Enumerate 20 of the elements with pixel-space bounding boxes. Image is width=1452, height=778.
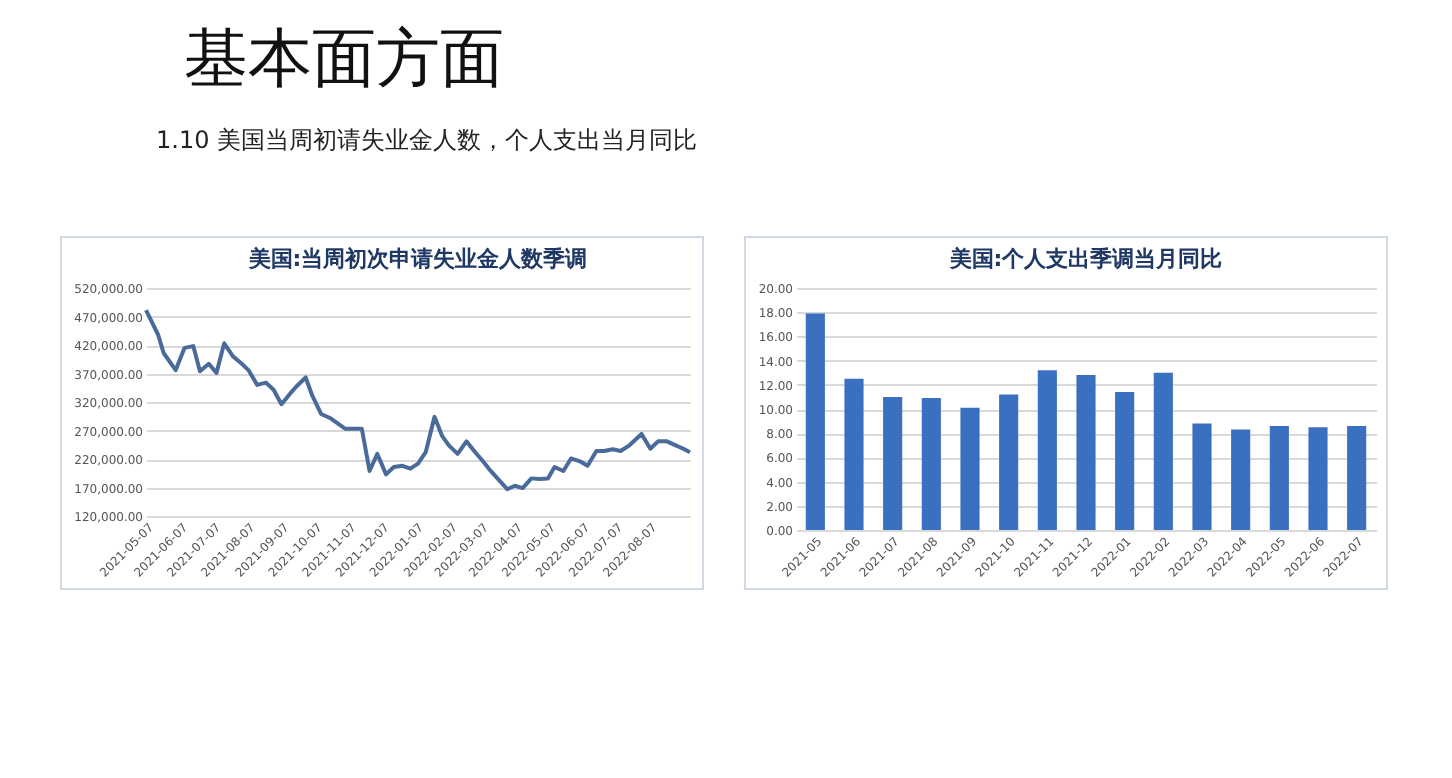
line-series [144,308,692,492]
chart-title: 美国:当周初次申请失业金人数季调 [246,246,588,272]
bar [1192,423,1212,530]
bar [1231,429,1251,530]
bar [1153,372,1173,530]
bar [844,378,864,530]
text: 1.10 美国当周初请失业金人数，个人支出当月同比 [156,124,698,158]
chart-title: 美国:个人支出季调当月同比 [947,246,1223,272]
bar [1347,425,1367,530]
bar [1269,425,1289,530]
bar [883,396,903,530]
text: 基本面方面 [184,18,504,100]
bar [1308,427,1328,530]
bar [805,313,825,530]
bar [1115,392,1135,530]
bar [1076,375,1096,530]
bar [921,398,941,530]
bar [999,394,1019,530]
bar [1037,370,1057,530]
bar [960,407,980,530]
